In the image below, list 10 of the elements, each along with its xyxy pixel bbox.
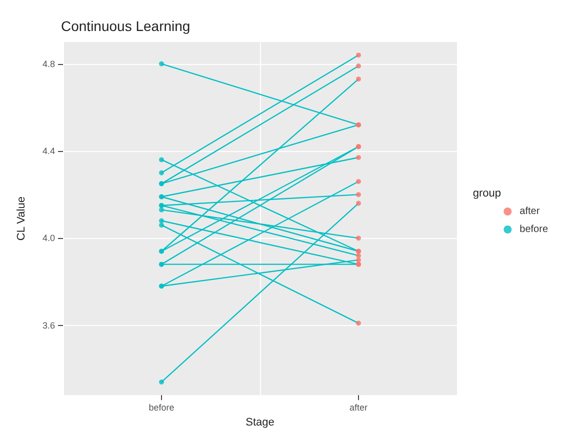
chart-title: Continuous Learning xyxy=(61,18,190,34)
y-tick-label: 3.6 xyxy=(42,320,55,330)
y-tick-label: 4.0 xyxy=(42,233,55,244)
y-tick-label: 4.4 xyxy=(42,146,55,156)
legend-label: after xyxy=(520,206,540,217)
legend-label: before xyxy=(520,224,548,235)
x-axis-title: Stage xyxy=(246,416,274,428)
y-axis-title: CL Value xyxy=(16,196,28,241)
y-tick-label: 4.8 xyxy=(42,58,55,69)
legend-title: group xyxy=(472,188,502,200)
